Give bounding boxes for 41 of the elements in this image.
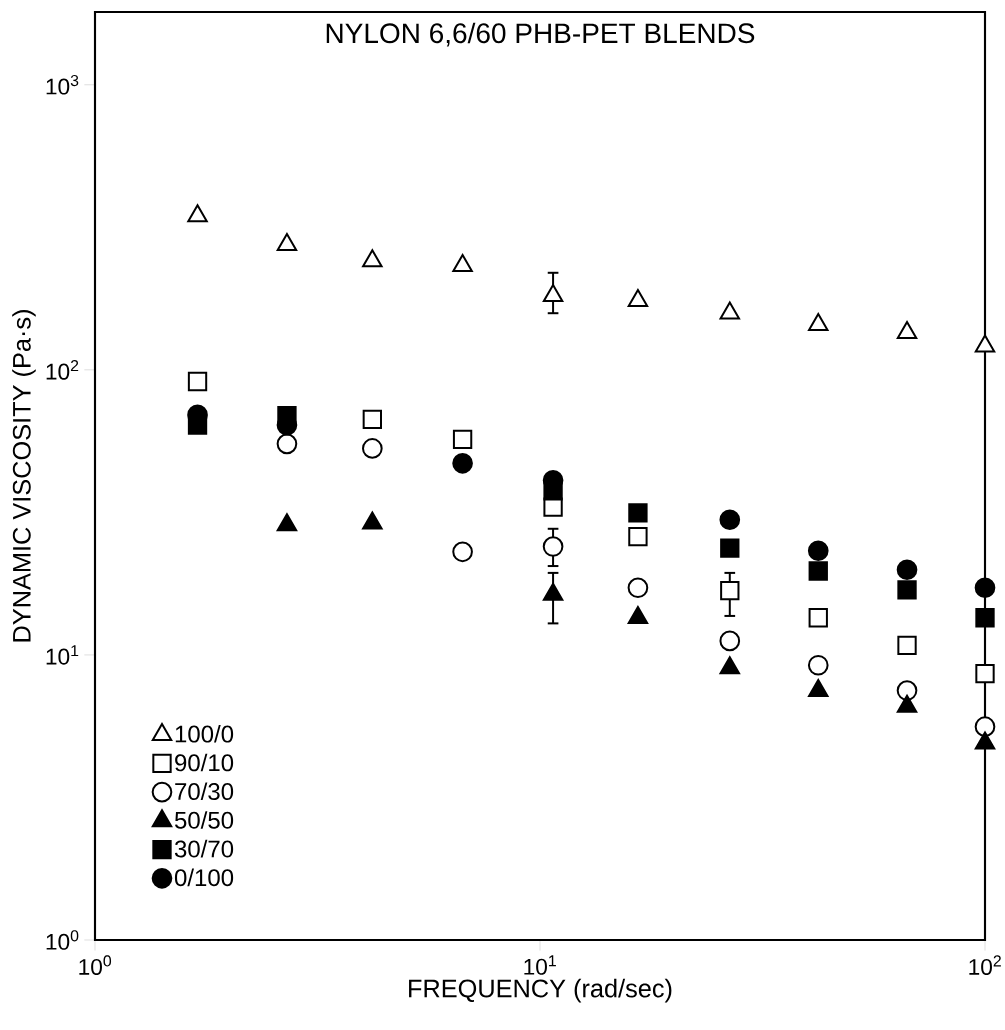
point [719, 630, 741, 652]
point [452, 429, 473, 450]
point [720, 538, 740, 558]
legend-label: 70/30 [175, 782, 234, 801]
x-axis-title: FREQUENCY (rad/sec) [409, 978, 672, 1003]
point [807, 540, 829, 562]
point [452, 253, 473, 272]
point [896, 680, 918, 701]
legend-label: 30/70 [174, 839, 234, 858]
point [187, 371, 208, 392]
point [897, 580, 917, 600]
point [896, 321, 918, 340]
legend-label: 90/10 [175, 753, 234, 772]
point [542, 284, 564, 303]
point [719, 509, 741, 531]
point [808, 561, 828, 581]
point [807, 654, 829, 676]
point [897, 635, 917, 656]
point [719, 301, 741, 320]
point [720, 581, 740, 601]
y-tick-label: 10$^{0}$ [46, 930, 79, 950]
point [542, 536, 564, 557]
y-axis-title: DYNAMIC VISCOSITY (Pa·s) [12, 310, 36, 642]
point [452, 541, 473, 563]
x-tick-label: 10$^{0}$ [79, 955, 112, 975]
point [896, 559, 918, 581]
legend-label: 100/0 [175, 724, 234, 743]
x-tick-label: 10$^{2}$ [969, 955, 1001, 975]
y-tick-label: 10$^{2}$ [46, 360, 79, 380]
y-tick-label: 10$^{3}$ [46, 74, 79, 95]
point [452, 452, 473, 474]
legend-label: 50/50 [174, 811, 234, 829]
point [276, 433, 298, 455]
point [808, 313, 829, 332]
y-tick-label: 10$^{1}$ [46, 645, 79, 665]
x-tick-label: 10$^{1}$ [524, 955, 556, 975]
point [187, 204, 208, 223]
legend-label: 0/100 [174, 868, 234, 887]
point [808, 608, 828, 628]
chart-title: NYLON 6,6/60 PHB-PET BLENDS [326, 22, 755, 47]
point [276, 232, 298, 251]
